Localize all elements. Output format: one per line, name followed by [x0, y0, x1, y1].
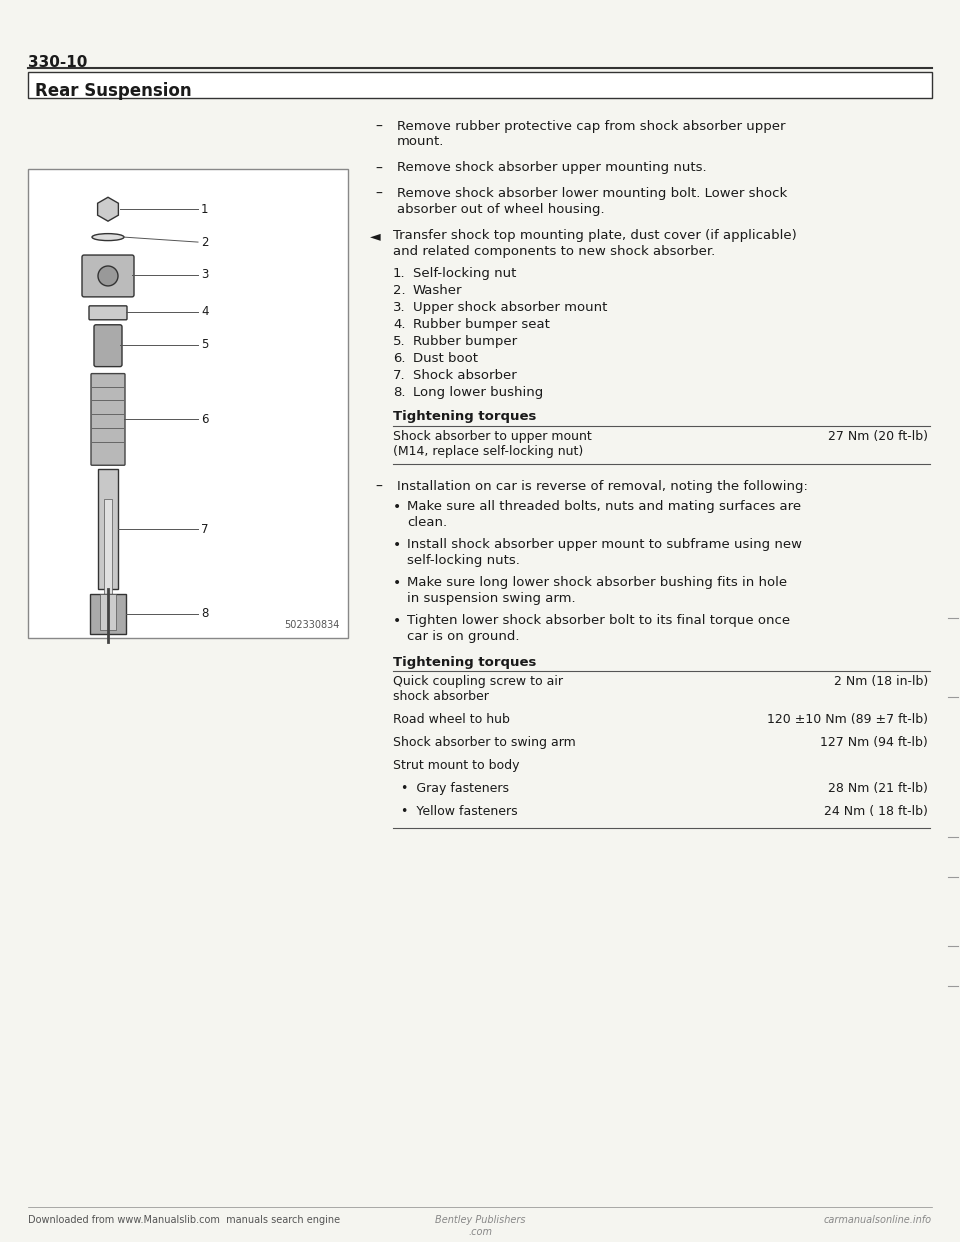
Text: Long lower bushing: Long lower bushing	[413, 385, 543, 399]
FancyBboxPatch shape	[94, 324, 122, 366]
Text: Transfer shock top mounting plate, dust cover (if applicable): Transfer shock top mounting plate, dust …	[393, 229, 797, 242]
Text: 7.: 7.	[393, 369, 406, 381]
Text: 127 Nm (94 ft-lb): 127 Nm (94 ft-lb)	[820, 737, 928, 749]
Text: 8.: 8.	[393, 385, 405, 399]
Bar	[28, 169, 348, 637]
Text: 6: 6	[201, 412, 208, 426]
Text: –: –	[375, 188, 382, 201]
Text: in suspension swing arm.: in suspension swing arm.	[407, 591, 576, 605]
Text: Road wheel to hub: Road wheel to hub	[393, 713, 510, 727]
Text: 3.: 3.	[393, 301, 406, 314]
FancyBboxPatch shape	[28, 72, 932, 98]
Text: Installation on car is reverse of removal, noting the following:: Installation on car is reverse of remova…	[397, 481, 808, 493]
Text: Remove shock absorber upper mounting nuts.: Remove shock absorber upper mounting nut…	[397, 161, 707, 174]
Text: Tightening torques: Tightening torques	[393, 410, 537, 424]
Text: Shock absorber: Shock absorber	[413, 369, 516, 381]
Text: 502330834: 502330834	[284, 620, 340, 630]
Text: 28 Nm (21 ft-lb): 28 Nm (21 ft-lb)	[828, 782, 928, 795]
Text: mount.: mount.	[397, 135, 444, 149]
Text: 6.: 6.	[393, 351, 405, 365]
Text: 2: 2	[201, 236, 208, 248]
Bar	[90, 594, 126, 633]
Text: Shock absorber to upper mount: Shock absorber to upper mount	[393, 431, 591, 443]
Text: Make sure all threaded bolts, nuts and mating surfaces are: Make sure all threaded bolts, nuts and m…	[407, 501, 802, 513]
Text: Make sure long lower shock absorber bushing fits in hole: Make sure long lower shock absorber bush…	[407, 576, 787, 589]
Text: Rear Suspension: Rear Suspension	[35, 82, 192, 99]
Text: car is on ground.: car is on ground.	[407, 630, 519, 642]
Text: 1.: 1.	[393, 267, 406, 279]
Text: •: •	[393, 576, 401, 590]
Text: Rubber bumper: Rubber bumper	[413, 335, 517, 348]
Text: •: •	[393, 538, 401, 551]
Bar	[104, 499, 112, 609]
Text: •: •	[393, 614, 401, 627]
Text: –: –	[375, 161, 382, 175]
Bar	[98, 469, 118, 589]
Text: self-locking nuts.: self-locking nuts.	[407, 554, 520, 566]
Text: –: –	[375, 119, 382, 134]
Text: carmanualsonline.info: carmanualsonline.info	[824, 1216, 932, 1226]
Text: shock absorber: shock absorber	[393, 691, 489, 703]
Text: 27 Nm (20 ft-lb): 27 Nm (20 ft-lb)	[828, 431, 928, 443]
FancyBboxPatch shape	[82, 255, 134, 297]
Text: 120 ±10 Nm (89 ±7 ft-lb): 120 ±10 Nm (89 ±7 ft-lb)	[767, 713, 928, 727]
Text: Dust boot: Dust boot	[413, 351, 478, 365]
Text: Bentley Publishers
.com: Bentley Publishers .com	[435, 1216, 525, 1237]
Bar	[100, 594, 116, 630]
Text: 3: 3	[201, 268, 208, 282]
Text: Rubber bumper seat: Rubber bumper seat	[413, 318, 550, 330]
FancyBboxPatch shape	[89, 306, 127, 319]
Text: Upper shock absorber mount: Upper shock absorber mount	[413, 301, 608, 314]
Text: ◄: ◄	[370, 229, 380, 243]
Text: Remove rubber protective cap from shock absorber upper: Remove rubber protective cap from shock …	[397, 119, 785, 133]
Text: Tightening torques: Tightening torques	[393, 656, 537, 668]
Text: Install shock absorber upper mount to subframe using new: Install shock absorber upper mount to su…	[407, 538, 802, 551]
Text: Quick coupling screw to air: Quick coupling screw to air	[393, 676, 563, 688]
Text: Downloaded from www.Manualslib.com  manuals search engine: Downloaded from www.Manualslib.com manua…	[28, 1216, 340, 1226]
Text: Washer: Washer	[413, 284, 463, 297]
Text: 2 Nm (18 in-lb): 2 Nm (18 in-lb)	[833, 676, 928, 688]
Text: absorber out of wheel housing.: absorber out of wheel housing.	[397, 204, 605, 216]
Circle shape	[98, 266, 118, 286]
Text: 330-10: 330-10	[28, 55, 87, 70]
Ellipse shape	[92, 233, 124, 241]
Text: 4.: 4.	[393, 318, 405, 330]
Text: Shock absorber to swing arm: Shock absorber to swing arm	[393, 737, 576, 749]
Text: Tighten lower shock absorber bolt to its final torque once: Tighten lower shock absorber bolt to its…	[407, 614, 790, 627]
Text: –: –	[375, 481, 382, 494]
Text: 2.: 2.	[393, 284, 406, 297]
Text: 8: 8	[201, 607, 208, 620]
Text: Remove shock absorber lower mounting bolt. Lower shock: Remove shock absorber lower mounting bol…	[397, 188, 787, 200]
Text: •  Gray fasteners: • Gray fasteners	[393, 782, 509, 795]
Text: 5: 5	[201, 338, 208, 351]
Text: 5.: 5.	[393, 335, 406, 348]
Text: •  Yellow fasteners: • Yellow fasteners	[393, 805, 517, 818]
Text: •: •	[393, 501, 401, 514]
Text: and related components to new shock absorber.: and related components to new shock abso…	[393, 245, 715, 258]
Text: (M14, replace self-locking nut): (M14, replace self-locking nut)	[393, 446, 584, 458]
Text: 4: 4	[201, 306, 208, 318]
Text: 1: 1	[201, 202, 208, 216]
Text: Strut mount to body: Strut mount to body	[393, 759, 519, 773]
Text: 7: 7	[201, 523, 208, 535]
Text: Self-locking nut: Self-locking nut	[413, 267, 516, 279]
Text: clean.: clean.	[407, 517, 447, 529]
Text: 24 Nm ( 18 ft-lb): 24 Nm ( 18 ft-lb)	[824, 805, 928, 818]
FancyBboxPatch shape	[91, 374, 125, 466]
